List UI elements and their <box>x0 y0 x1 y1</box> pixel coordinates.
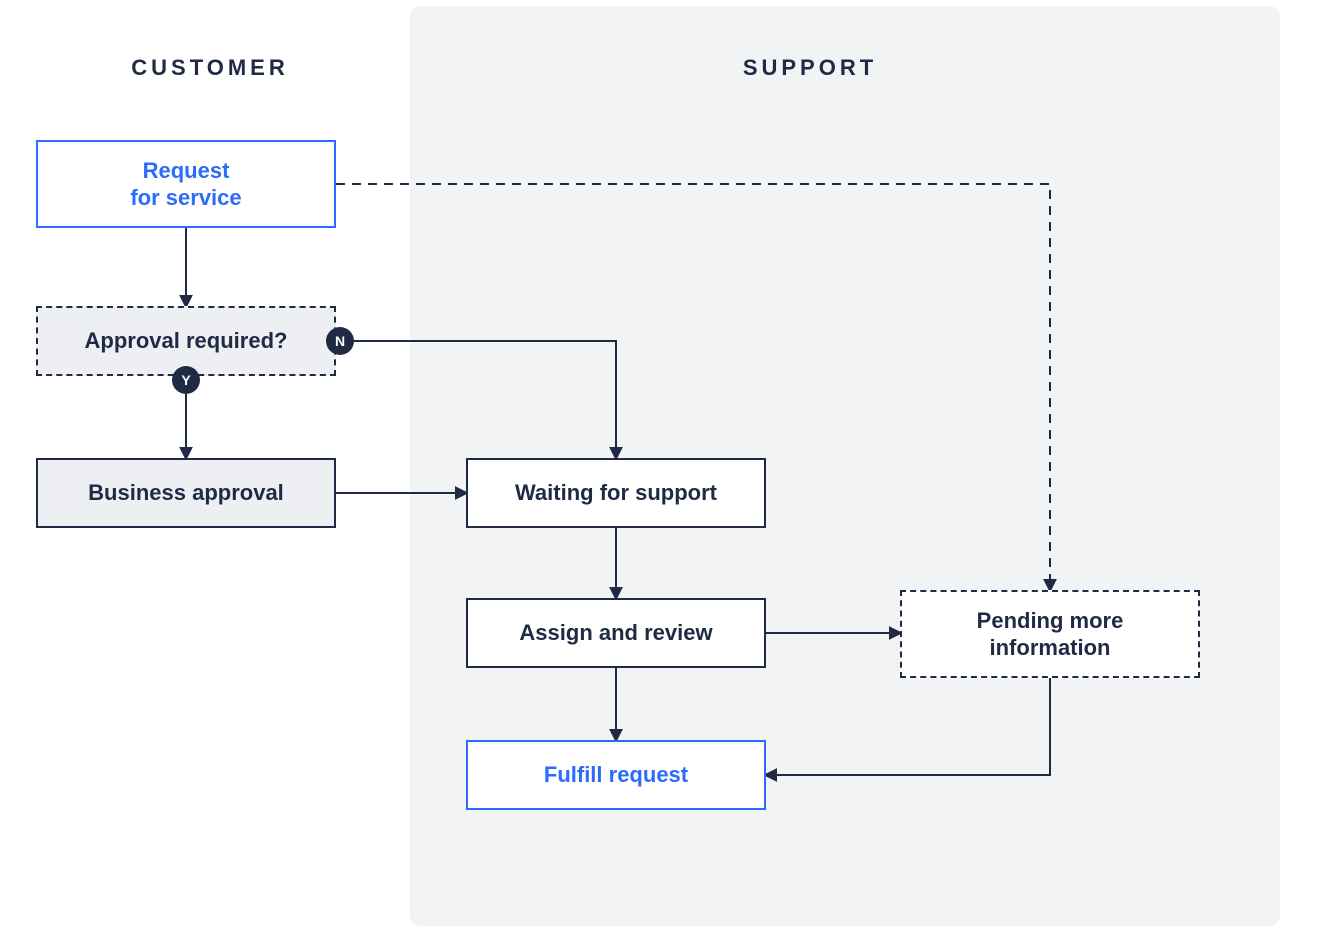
node-label: Assign and review <box>519 619 712 647</box>
node-business-approval: Business approval <box>36 458 336 528</box>
lane-title-support: SUPPORT <box>700 55 920 81</box>
node-label: Business approval <box>88 479 284 507</box>
node-pending-more-information: Pending moreinformation <box>900 590 1200 678</box>
node-label: Requestfor service <box>130 157 241 212</box>
node-fulfill-request: Fulfill request <box>466 740 766 810</box>
node-waiting-for-support: Waiting for support <box>466 458 766 528</box>
node-request-for-service: Requestfor service <box>36 140 336 228</box>
node-label: Approval required? <box>85 327 288 355</box>
decision-badge-yes: Y <box>172 366 200 394</box>
node-label: Pending moreinformation <box>977 607 1124 662</box>
node-label: Fulfill request <box>544 761 688 789</box>
decision-badge-no: N <box>326 327 354 355</box>
node-label: Waiting for support <box>515 479 717 507</box>
node-assign-and-review: Assign and review <box>466 598 766 668</box>
lane-title-customer: CUSTOMER <box>100 55 320 81</box>
